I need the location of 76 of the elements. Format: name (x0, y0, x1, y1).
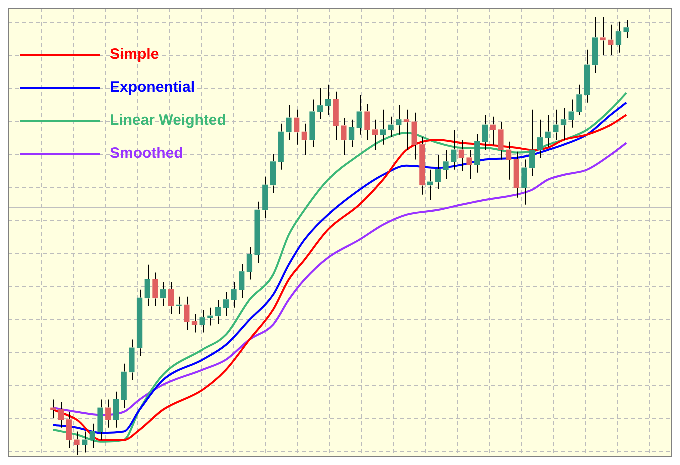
candlestick (82, 431, 88, 454)
text: Linear Weighted (110, 112, 226, 130)
candlestick (522, 159, 528, 206)
candlestick (482, 114, 488, 151)
candlestick (325, 84, 332, 116)
candlestick (420, 136, 426, 196)
candlestick (364, 104, 370, 141)
candlestick (427, 169, 434, 201)
candlestick (152, 272, 158, 307)
candlestick (176, 296, 182, 314)
candlestick (584, 49, 590, 104)
candlestick (506, 141, 512, 180)
candlestick (215, 299, 222, 325)
candlestick (458, 140, 465, 172)
candlestick (412, 112, 418, 160)
candlestick (310, 99, 316, 148)
candlestick (560, 108, 567, 141)
candlestick (121, 363, 127, 409)
candlestick (514, 151, 520, 198)
candlestick (254, 201, 260, 264)
candlestick (74, 431, 80, 456)
candlestick (144, 264, 150, 307)
candlestick (239, 264, 245, 299)
candlestick (396, 104, 402, 136)
candlestick (616, 21, 622, 54)
candlestick (341, 118, 347, 156)
candlestick (270, 154, 276, 194)
candlestick (600, 16, 606, 56)
candlestick (90, 423, 96, 448)
text: Smoothed (110, 145, 184, 162)
candlestick (466, 150, 472, 180)
candlestick (545, 114, 551, 148)
candlestick (576, 84, 582, 116)
candlestick (58, 402, 64, 428)
text: Exponential (110, 79, 196, 96)
candlestick (451, 130, 457, 170)
candlestick (435, 154, 441, 190)
candlestick (129, 339, 135, 381)
candlestick (568, 99, 574, 128)
candlestick (184, 296, 190, 331)
candlestick (262, 176, 268, 219)
candlestick (404, 109, 410, 151)
candlestick (388, 116, 394, 138)
candlestick (372, 119, 378, 151)
candlestick (231, 281, 237, 308)
candlestick (318, 87, 324, 120)
candlestick (294, 109, 300, 146)
text: Simple (110, 46, 160, 64)
candlestick (168, 281, 174, 314)
candlestick (443, 150, 449, 180)
candlestick (537, 119, 544, 159)
candlestick (333, 91, 339, 141)
candlestick (223, 292, 229, 317)
candlestick (98, 399, 104, 441)
candlestick (474, 133, 480, 174)
candlestick (246, 246, 253, 280)
candlestick (348, 119, 355, 148)
candlestick (136, 289, 143, 357)
candlestick (278, 123, 284, 170)
candlestick (380, 109, 386, 146)
candlestick (66, 412, 72, 448)
candlestick (106, 399, 112, 428)
candlestick (608, 24, 614, 56)
candlestick (302, 123, 308, 156)
candlestick (530, 109, 536, 176)
candlestick (592, 16, 598, 74)
candlestick (286, 104, 292, 141)
candlestick (553, 109, 559, 141)
candlestick (624, 20, 630, 39)
candlestick (192, 313, 198, 334)
candlestick (356, 94, 362, 136)
candlestick (498, 122, 504, 160)
candlestick (490, 116, 496, 146)
candlestick (113, 391, 120, 428)
candlestick (200, 310, 206, 334)
candlestick (160, 281, 166, 307)
